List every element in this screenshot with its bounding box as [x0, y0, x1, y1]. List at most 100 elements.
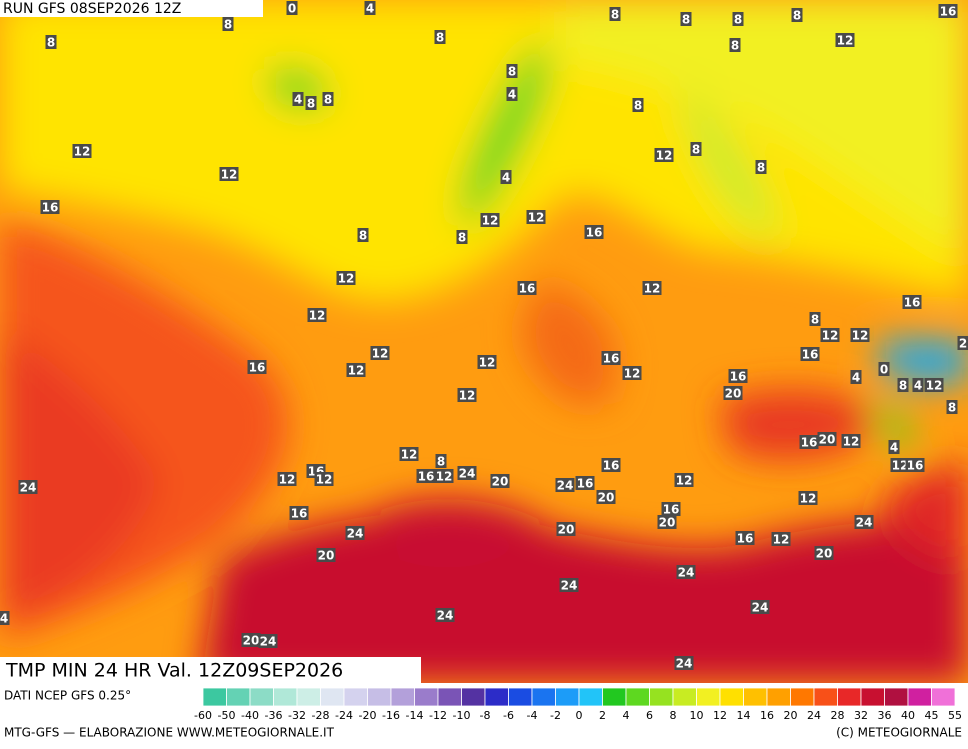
scale-tick-label: -28: [312, 709, 330, 722]
scale-tick-label: 8: [670, 709, 677, 722]
scale-box: [838, 688, 862, 706]
temperature-label: 12: [436, 470, 453, 484]
temperature-label: 16: [519, 282, 536, 296]
temperature-label: 4: [890, 441, 898, 455]
temperature-label: 4: [852, 371, 860, 385]
temperature-label: 16: [577, 477, 594, 491]
temperature-label: 24: [856, 516, 873, 530]
temperature-label: 12: [221, 168, 238, 182]
scale-tick-label: 6: [646, 709, 653, 722]
scale-tick-label: -14: [406, 709, 424, 722]
temperature-label: 4: [366, 2, 374, 16]
temperature-label: 12: [338, 272, 355, 286]
scale-tick-label: 14: [737, 709, 751, 722]
scale-box: [509, 688, 533, 706]
temperature-label: 8: [436, 31, 444, 45]
scale-box: [908, 688, 932, 706]
temperature-label: 20: [318, 549, 335, 563]
temperature-label: 4: [914, 379, 922, 393]
temperature-label: 8: [692, 143, 700, 157]
temperature-label: 12: [348, 364, 365, 378]
temperature-label: 4: [502, 171, 510, 185]
scale-box: [814, 688, 838, 706]
temperature-label: 16: [737, 532, 754, 546]
scale-box: [767, 688, 791, 706]
scale-box: [250, 688, 274, 706]
scale-tick-label: -6: [503, 709, 514, 722]
temperature-label: 8: [757, 161, 765, 175]
scale-tick-label: -16: [382, 709, 400, 722]
scale-tick-label: 40: [901, 709, 915, 722]
run-label: RUN GFS 08SEP2026 12Z: [3, 1, 181, 17]
scale-tick-label: -4: [527, 709, 538, 722]
temperature-label: 24: [557, 479, 574, 493]
scale-box: [532, 688, 556, 706]
scale-box: [462, 688, 486, 706]
scale-box: [885, 688, 909, 706]
scale-box: [603, 688, 627, 706]
temperature-label: 8: [307, 97, 315, 111]
temperature-label: 12: [459, 389, 476, 403]
temperature-label: 16: [663, 503, 680, 517]
scale-box: [344, 688, 368, 706]
scale-box: [227, 688, 251, 706]
scale-tick-label: -32: [288, 709, 306, 722]
scale-tick-label: -20: [359, 709, 377, 722]
scale-box: [485, 688, 509, 706]
temperature-label: 12: [800, 492, 817, 506]
scale-box: [556, 688, 580, 706]
temperature-label: 8: [508, 65, 516, 79]
scale-box: [297, 688, 321, 706]
temperature-label: 20: [243, 634, 260, 648]
temperature-label: 12: [837, 34, 854, 48]
temperature-label: 16: [603, 352, 620, 366]
temperature-label: 20: [558, 523, 575, 537]
scale-tick-label: 2: [599, 709, 606, 722]
temperature-label: 20: [819, 433, 836, 447]
scale-tick-label: -50: [218, 709, 236, 722]
temperature-label: 12: [372, 347, 389, 361]
temperature-label: 8: [731, 39, 739, 53]
scale-tick-label: 4: [623, 709, 630, 722]
credit-label: MTG-GFS — ELABORAZIONE WWW.METEOGIORNALE…: [4, 726, 335, 740]
temperature-label: 8: [611, 8, 619, 22]
temperature-label: 12: [624, 367, 641, 381]
temperature-label: 8: [811, 313, 819, 327]
temperature-label: 12: [401, 448, 418, 462]
temperature-label: 8: [47, 36, 55, 50]
temperature-label: 4: [294, 93, 302, 107]
temperature-label: 16: [586, 226, 603, 240]
temperature-label: 8: [948, 401, 956, 415]
temperature-label: 20: [659, 516, 676, 530]
temperature-label: 16: [940, 5, 957, 19]
scale-tick-label: -36: [265, 709, 283, 722]
temperature-label: 8: [899, 379, 907, 393]
copyright-label: (C) METEOGIORNALE: [836, 726, 962, 740]
scale-tick-label: 45: [925, 709, 939, 722]
temperature-label: 16: [418, 470, 435, 484]
scale-box: [650, 688, 674, 706]
temperature-label: 12: [482, 214, 499, 228]
scale-tick-label: 32: [854, 709, 868, 722]
temperature-label: 8: [734, 13, 742, 27]
temperature-label: 8: [458, 231, 466, 245]
scale-tick-label: -10: [453, 709, 471, 722]
temperature-label: 24: [347, 527, 364, 541]
scale-tick-label: 55: [948, 709, 962, 722]
scale-tick-label: 24: [807, 709, 821, 722]
temperature-label: 20: [725, 387, 742, 401]
temperature-label: 12: [528, 211, 545, 225]
scale-tick-label: -24: [335, 709, 353, 722]
temperature-label: 4: [508, 88, 516, 102]
temperature-label: 16: [907, 459, 924, 473]
scale-box: [391, 688, 415, 706]
map-title: TMP MIN 24 HR Val. 12Z09SEP2026: [5, 660, 343, 682]
scale-tick-label: 10: [690, 709, 704, 722]
scale-box: [203, 688, 227, 706]
temperature-label: 20: [492, 475, 509, 489]
temperature-label: 8: [359, 229, 367, 243]
temperature-label: 2: [959, 337, 967, 351]
temperature-label: 12: [656, 149, 673, 163]
temperature-label: 0: [880, 363, 888, 377]
